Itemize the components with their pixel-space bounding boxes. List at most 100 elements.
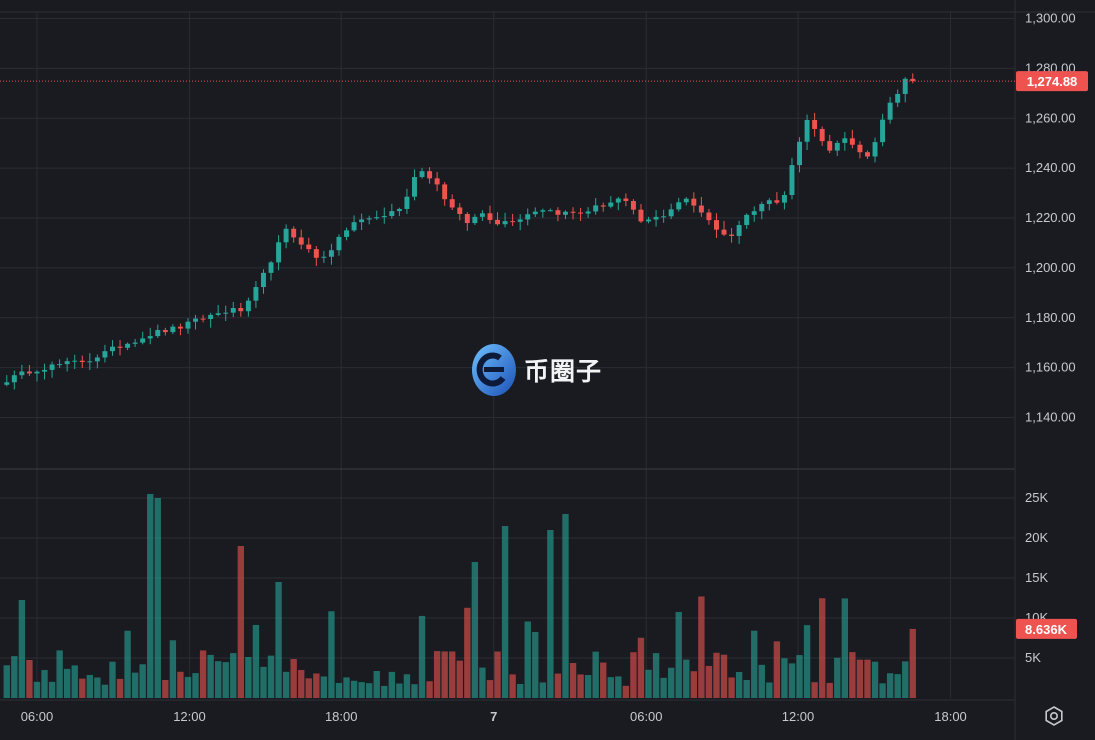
volume-bar <box>237 546 244 698</box>
candle-body <box>79 360 85 363</box>
volume-bar <box>743 679 750 698</box>
volume-bar <box>758 664 765 698</box>
candle-body <box>502 221 508 225</box>
candle-body <box>714 220 719 230</box>
volume-bar <box>41 669 48 698</box>
price-tick-label: 1,260.00 <box>1025 110 1076 125</box>
candle-body <box>615 198 621 203</box>
price-tick-label: 1,200.00 <box>1025 260 1076 275</box>
candle-body <box>261 272 266 288</box>
candle-body <box>313 249 319 258</box>
volume-bar <box>592 651 599 698</box>
time-tick-label: 18:00 <box>325 709 358 724</box>
volume-bar <box>713 652 720 698</box>
candle-body <box>147 336 153 339</box>
candle-body <box>245 300 251 312</box>
candle-body <box>200 318 206 320</box>
candle-body <box>193 318 198 322</box>
candle-body <box>140 338 146 343</box>
candle-body <box>789 165 795 195</box>
candle-body <box>155 330 161 337</box>
time-tick-label: 06:00 <box>21 709 54 724</box>
volume-bar <box>124 630 131 698</box>
candle-body <box>895 93 901 103</box>
volume-bar <box>11 656 18 698</box>
candle-body <box>132 342 138 344</box>
candle-body <box>766 200 772 205</box>
candle-body <box>834 142 840 151</box>
candle-body <box>276 242 282 263</box>
settings-button[interactable] <box>1043 705 1065 727</box>
volume-bar <box>532 631 539 698</box>
volume-bar <box>441 651 448 698</box>
candle-body <box>691 198 697 206</box>
volume-bar <box>403 674 411 698</box>
volume-bar <box>252 624 260 698</box>
volume-bar <box>675 612 682 698</box>
volume-bar <box>864 659 871 698</box>
volume-bar <box>494 651 501 698</box>
volume-bar <box>735 672 743 698</box>
candle-body <box>464 214 470 224</box>
candle-body <box>215 313 221 315</box>
volume-bar <box>282 671 290 698</box>
time-tick-label: 12:00 <box>173 709 206 724</box>
candle-body <box>547 210 553 212</box>
candle-body <box>902 78 908 94</box>
volume-bar <box>652 653 660 698</box>
candle-body <box>64 361 70 365</box>
volume-bar <box>773 641 781 698</box>
price-tick-label: 1,240.00 <box>1025 160 1076 175</box>
volume-bar <box>305 678 312 698</box>
volume-bar <box>396 683 403 698</box>
volume-bar <box>683 659 690 698</box>
volume-bar <box>751 630 758 698</box>
volume-bar <box>819 598 826 698</box>
candle-body <box>910 78 916 82</box>
price-tick-label: 1,160.00 <box>1025 360 1076 375</box>
volume-bar <box>320 676 328 698</box>
volume-bar <box>64 668 71 698</box>
volume-bar <box>871 661 879 698</box>
volume-bar <box>101 684 109 698</box>
candle-body <box>578 212 584 214</box>
volume-bar <box>668 667 675 698</box>
candle-body <box>593 205 599 212</box>
candle-body <box>34 371 40 374</box>
time-tick-label: 18:00 <box>934 709 967 724</box>
volume-bar <box>834 657 841 698</box>
candle-body <box>653 216 659 220</box>
volume-bar <box>169 640 177 698</box>
candle-body <box>117 346 123 348</box>
candle-body <box>419 171 425 178</box>
last-volume-badge <box>1016 618 1077 639</box>
price-tick-label: 1,140.00 <box>1025 410 1076 425</box>
candle-body <box>517 219 523 222</box>
volume-bar <box>909 628 916 698</box>
volume-tick-label: 25K <box>1025 490 1048 505</box>
candle-body <box>185 321 191 329</box>
volume-tick-label: 5K <box>1025 650 1041 665</box>
volume-bar <box>154 498 161 698</box>
price-tick-label: 1,220.00 <box>1025 210 1076 225</box>
volume-bar <box>690 671 697 698</box>
candle-body <box>359 219 365 223</box>
candle-body <box>865 152 870 157</box>
candle-body <box>729 234 735 236</box>
volume-bar <box>705 665 713 698</box>
volume-bar <box>207 654 214 698</box>
volume-bar <box>260 666 267 698</box>
volume-bar <box>517 683 524 698</box>
candle-body <box>389 211 395 217</box>
volume-bar <box>600 662 607 698</box>
candle-body <box>208 314 214 320</box>
volume-bar <box>116 678 124 698</box>
candle-body <box>706 212 712 221</box>
volume-bar <box>184 676 192 698</box>
volume-bar <box>26 660 33 698</box>
volume-bar <box>33 681 41 698</box>
volume-bars <box>3 494 916 698</box>
volume-bar <box>388 671 395 698</box>
